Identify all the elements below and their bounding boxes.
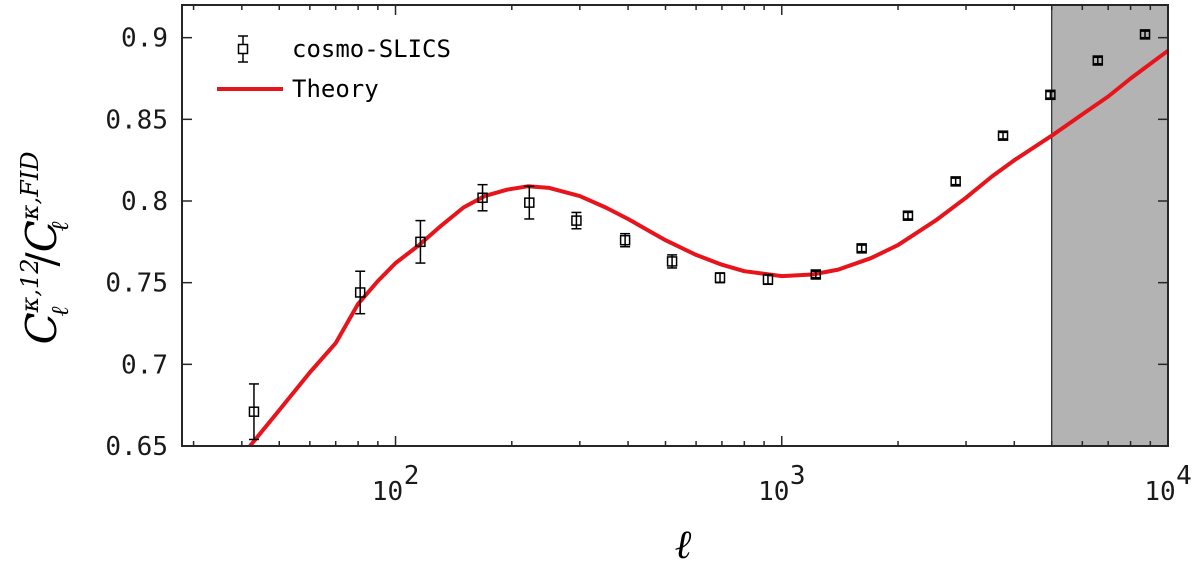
x-axis-label: ℓ xyxy=(675,522,692,568)
data-point xyxy=(571,211,582,230)
x-tick-label: 10 xyxy=(758,477,789,507)
square-marker xyxy=(1139,29,1151,40)
y-tick-label: 0.65 xyxy=(105,432,168,462)
square-marker xyxy=(902,210,914,221)
x-tick-exponent: 2 xyxy=(404,461,420,491)
data-point xyxy=(1139,29,1151,40)
data-point xyxy=(762,273,774,286)
square-marker xyxy=(762,274,774,285)
square-marker xyxy=(666,256,678,267)
y-tick-label: 0.9 xyxy=(121,24,168,54)
legend-label-theory: Theory xyxy=(292,75,379,103)
square-marker xyxy=(571,215,582,226)
cosmo-slics-series xyxy=(248,29,1151,441)
data-point xyxy=(1092,55,1104,66)
square-marker xyxy=(619,234,631,246)
square-marker xyxy=(714,272,726,284)
square-marker xyxy=(950,176,961,187)
y-label-sup1: κ,12 xyxy=(16,259,44,314)
data-point xyxy=(810,269,822,280)
data-point xyxy=(997,130,1009,141)
data-point xyxy=(477,183,488,212)
y-label-slash: / xyxy=(17,252,66,267)
y-tick-label: 0.85 xyxy=(105,105,168,135)
square-marker xyxy=(856,243,867,254)
square-marker xyxy=(810,269,822,280)
data-point xyxy=(902,210,914,221)
plot-frame xyxy=(181,4,1169,447)
square-marker xyxy=(524,197,535,208)
data-point xyxy=(524,185,535,220)
square-marker xyxy=(1045,89,1056,101)
legend-label-cosmo-slics: cosmo-SLICS xyxy=(292,35,451,63)
data-point xyxy=(666,254,678,269)
y-label-c2: C xyxy=(17,220,66,252)
y-tick-labels: 0.65 0.7 0.75 0.8 0.85 0.9 xyxy=(105,24,168,462)
data-point xyxy=(248,383,260,441)
y-tick-label: 0.75 xyxy=(105,269,168,299)
square-marker xyxy=(477,192,488,203)
axis-ticks xyxy=(182,5,1169,447)
shaded-region xyxy=(1051,5,1168,446)
data-point xyxy=(415,219,426,264)
square-marker xyxy=(248,406,260,417)
x-tick-label: 10 xyxy=(372,477,403,507)
square-marker xyxy=(415,236,426,248)
y-label-sub2: ℓ xyxy=(46,221,74,231)
y-label-c1: C xyxy=(17,312,66,344)
y-label-sup2: κ,FID xyxy=(16,151,44,221)
data-point xyxy=(856,243,867,254)
y-tick-label: 0.7 xyxy=(121,350,168,380)
y-tick-label: 0.8 xyxy=(121,187,168,217)
x-tick-exponent: 4 xyxy=(1176,461,1192,491)
data-point xyxy=(619,232,631,248)
square-marker xyxy=(997,130,1009,141)
square-marker xyxy=(354,287,366,298)
data-point xyxy=(1045,89,1056,101)
data-point xyxy=(354,270,366,315)
theory-series xyxy=(248,49,1170,448)
svg-text:Cκ,12ℓ/Cκ,FIDℓ: Cκ,12ℓ/Cκ,FIDℓ xyxy=(16,151,74,344)
data-point xyxy=(950,176,961,187)
theory-line xyxy=(248,49,1170,448)
legend: cosmo-SLICS Theory xyxy=(217,35,451,103)
x-tick-label: 10 xyxy=(1144,477,1175,507)
y-label-sub1: ℓ xyxy=(46,307,74,317)
legend-marker-cosmo-slics xyxy=(237,35,249,63)
x-tick-exponent: 3 xyxy=(790,461,806,491)
square-marker xyxy=(1092,55,1104,66)
data-point xyxy=(714,272,726,284)
y-axis-label: Cκ,12ℓ/Cκ,FIDℓ xyxy=(16,151,74,344)
